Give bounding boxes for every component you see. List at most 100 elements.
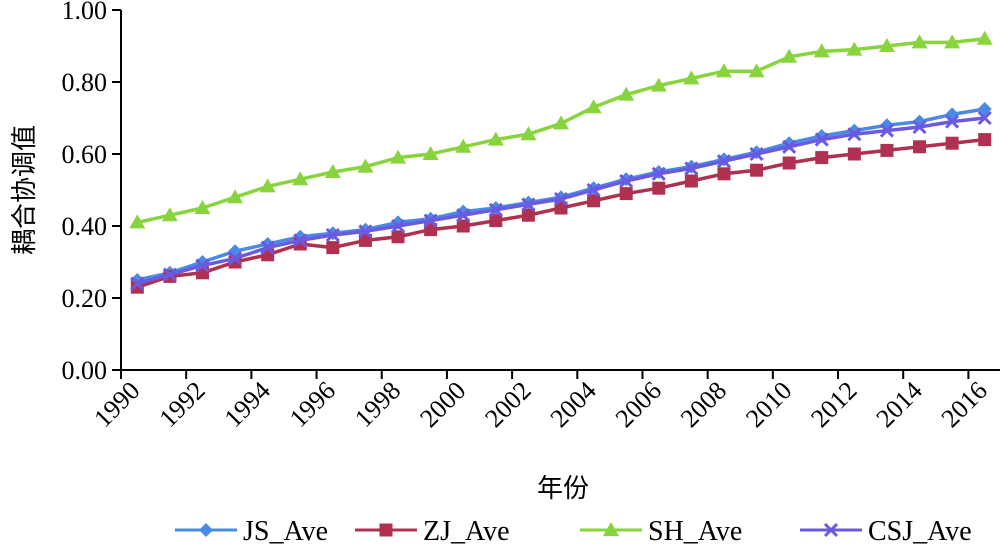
data-point [324,164,341,178]
data-point [912,114,927,129]
y-axis-title: 耦合协调值 [10,125,40,255]
data-point [194,200,211,214]
data-point [487,131,504,146]
data-point [521,197,536,212]
data-point [293,233,308,248]
data-point [716,154,732,169]
data-point [292,171,309,186]
legend-item: JS_Ave [175,516,328,547]
plot-area [129,30,993,294]
data-point [978,133,992,147]
data-point [782,156,796,170]
data-point [424,223,438,237]
legend-label: ZJ_Ave [423,516,510,547]
legend-marker [823,522,839,538]
data-point [489,214,503,228]
data-point [162,267,177,282]
data-point [455,138,472,153]
data-point [422,146,439,160]
data-point [553,115,569,130]
data-point [326,241,340,255]
x-tick-label: 2000 [414,376,471,433]
data-point [456,208,471,223]
legend-label: SH_Ave [648,516,742,547]
legend-marker [379,523,393,537]
data-point [161,207,178,222]
data-point [391,230,405,244]
legend: JS_Ave ZJ_Ave SH_Ave CSJ_Ave [175,516,972,547]
data-point [847,147,861,161]
data-point [911,34,928,49]
data-point [129,214,146,229]
data-point [879,123,894,138]
legend-label: CSJ_Ave [868,516,972,547]
data-point [521,208,535,222]
data-point [880,143,894,157]
data-point [684,161,699,176]
data-point [390,149,407,164]
data-point [619,173,634,189]
data-point [586,182,601,198]
x-axis: 1990 1992 1994 1996 1998 2000 2002 2004 2006 2008… [88,369,1000,433]
data-point [423,213,438,228]
data-point [520,126,537,141]
data-point [814,132,829,147]
data-point [260,240,275,255]
data-point [715,63,732,78]
y-tick-label: 0.60 [62,140,108,169]
data-point [977,110,992,126]
legend-marker [603,522,619,536]
data-point [684,174,698,188]
data-point [195,258,210,273]
series-sh-ave [129,30,993,229]
data-point [553,191,569,207]
data-point [587,194,601,208]
x-tick-label: 2014 [870,376,927,433]
legend-marker [199,523,213,537]
data-point [683,70,700,85]
data-point [650,77,667,92]
y-tick-label: 0.00 [62,356,108,385]
data-point [749,146,764,162]
data-point [358,233,372,247]
data-point [358,224,373,239]
y-tick-label: 0.40 [62,212,108,241]
data-point [488,202,503,217]
data-point [228,244,243,259]
x-tick-label: 2004 [545,376,602,433]
data-point [878,38,895,52]
x-tick-label: 2002 [479,376,536,433]
data-point [357,158,374,173]
data-point [325,227,340,243]
data-point [750,163,764,177]
x-tick-label: 1992 [153,376,210,433]
data-point [585,99,602,114]
x-tick-label: 2006 [610,376,667,433]
x-tick-label: 2016 [936,376,993,433]
data-point [618,86,635,101]
x-tick-label: 1994 [219,376,276,433]
data-point [228,251,243,266]
data-point [944,34,961,49]
data-point [748,63,765,78]
series-js-ave [130,102,992,287]
data-point [945,114,960,129]
data-point [846,41,863,56]
data-point [781,48,798,63]
y-axis: 0.00 0.20 0.40 0.60 0.80 1.00 [62,0,122,385]
data-point [227,189,244,204]
data-point [259,178,276,193]
data-point [619,187,633,201]
data-point [651,166,666,181]
data-point [717,167,731,181]
x-tick-label: 2008 [675,376,732,433]
data-point [847,127,862,142]
data-point [554,201,568,215]
data-point [815,151,829,165]
data-point [813,43,830,58]
data-point [913,140,927,154]
data-point [456,219,470,233]
legend-item: ZJ_Ave [355,516,510,547]
data-point [976,30,993,45]
